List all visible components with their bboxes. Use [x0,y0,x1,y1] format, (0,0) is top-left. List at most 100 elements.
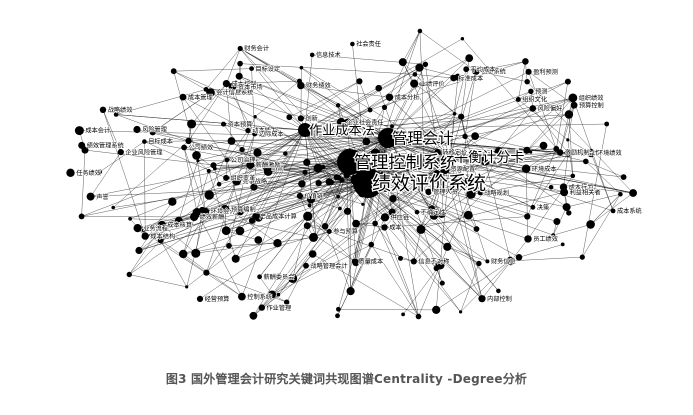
node [149,129,156,136]
edge [414,83,462,117]
node [564,149,573,157]
node-label: 财务绩效 [306,82,331,90]
edge [300,85,390,98]
node-label: 成本系统 [617,207,642,215]
edge [449,148,557,158]
node-label: 预测 [535,87,547,95]
node-label: 成本行为 [569,183,594,191]
edge [582,123,607,258]
node [458,177,464,183]
edge [231,137,389,142]
edge [225,159,228,178]
node [192,208,202,218]
edge [137,227,243,297]
node [228,82,237,91]
node [308,250,317,258]
node [379,171,387,179]
edge [422,83,424,166]
hub-node [378,128,398,148]
node [478,295,486,303]
node-label: 企业社会责任 [347,118,384,126]
edge [224,133,255,210]
node-label: 目标设定 [255,65,280,73]
edge [582,194,621,258]
node [312,191,319,197]
edge [518,244,563,258]
node [276,292,281,297]
edge [90,151,121,197]
edge [498,151,527,169]
edge [205,48,241,90]
node [268,290,276,299]
node [335,103,341,108]
edge [81,129,306,217]
edge [178,160,199,221]
node [521,164,531,173]
node [362,137,371,146]
edge [464,136,567,208]
edge [349,113,455,163]
node [351,258,357,264]
edge [356,223,385,228]
node-label: 产品成本计算 [260,212,297,220]
node [416,224,426,234]
node [113,112,119,117]
hub-node-label: 管理会计 [392,129,454,147]
node [238,292,246,301]
edge [391,116,462,127]
node [235,72,243,80]
node-label: 信息系统 [481,68,506,76]
edge [439,193,472,265]
node [485,259,490,264]
edge [209,156,451,196]
node [249,66,255,71]
node-label: 任务绩效 [76,169,101,177]
node [299,65,304,70]
edge [374,156,451,224]
node [307,203,312,208]
edge [563,152,569,188]
node [257,274,262,280]
node [231,254,240,263]
node [135,246,143,255]
edge [371,223,376,245]
node [357,168,364,175]
edge [419,30,423,85]
edge [367,182,448,247]
node-label: 平均成本 [471,65,496,73]
edge [532,152,569,208]
node [263,167,273,176]
edge [389,97,451,158]
node-label: 竞争战略 [242,178,268,186]
node [302,169,308,175]
node [422,61,429,67]
edge [510,256,583,262]
edge [567,105,575,140]
edge [526,150,561,153]
edge [402,30,421,63]
edge [349,161,533,208]
edge [304,54,313,131]
node [429,211,439,220]
node-label: 管理人员 [433,188,458,196]
node [367,107,373,113]
edge [184,147,351,163]
edge [304,129,531,153]
edge [350,217,386,292]
node [462,133,468,140]
node [297,81,305,90]
node [525,68,532,75]
edge [210,92,451,158]
node-label: 业务流程 [143,224,168,232]
edge [367,81,569,184]
edge [300,118,342,123]
node [352,219,360,228]
edge [304,129,317,236]
node [356,78,363,85]
node [203,87,209,92]
edge [178,129,306,221]
edge [359,81,371,111]
edge [566,193,621,208]
edge [129,274,187,288]
